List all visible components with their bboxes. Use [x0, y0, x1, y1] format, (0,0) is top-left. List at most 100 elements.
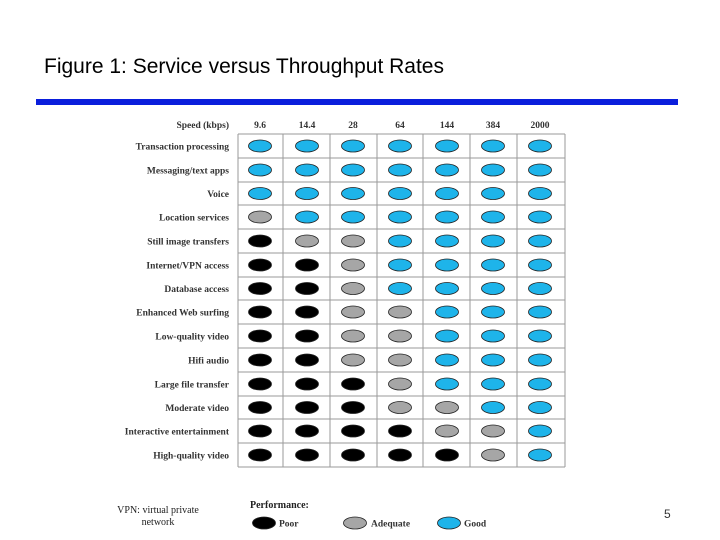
- rating-adequate-marker: [435, 424, 459, 438]
- rating-good-marker: [481, 139, 505, 153]
- speed-label: 2000: [531, 121, 550, 131]
- rating-poor-marker: [295, 305, 319, 319]
- rating-poor-marker: [248, 353, 272, 367]
- service-label: Low-quality video: [155, 333, 229, 343]
- rating-good-marker: [528, 139, 552, 153]
- rating-poor-marker: [295, 377, 319, 391]
- title-accent-bar: [36, 99, 678, 105]
- rating-adequate-marker: [388, 305, 412, 319]
- rating-poor-marker: [248, 282, 272, 295]
- service-label: Interactive entertainment: [125, 428, 230, 438]
- vpn-footnote: VPN: virtual private network: [117, 505, 199, 528]
- rating-poor-marker: [248, 305, 272, 319]
- rating-good-marker: [481, 163, 505, 177]
- rating-poor-marker: [295, 282, 319, 295]
- speed-label: 14.4: [299, 121, 316, 131]
- rating-good-marker: [435, 353, 459, 367]
- service-label: Enhanced Web surfing: [136, 309, 229, 319]
- rating-poor-marker: [248, 258, 272, 272]
- rating-adequate-marker: [481, 424, 505, 438]
- rating-adequate-marker: [295, 234, 319, 248]
- service-label: Database access: [164, 285, 229, 295]
- rating-adequate-marker: [341, 282, 365, 295]
- rating-adequate-marker: [248, 210, 272, 224]
- rating-good-marker: [481, 234, 505, 248]
- rating-good-marker: [528, 353, 552, 367]
- service-label: Messaging/text apps: [147, 167, 229, 177]
- rating-good-marker: [528, 187, 552, 200]
- rating-good-marker: [528, 377, 552, 391]
- rating-poor-marker: [341, 377, 365, 391]
- service-label: Internet/VPN access: [146, 262, 229, 272]
- speed-label: 384: [486, 121, 501, 131]
- rating-good-marker: [481, 187, 505, 200]
- rating-good-marker: [435, 163, 459, 177]
- legend-good-marker: [437, 516, 461, 530]
- rating-good-marker: [295, 139, 319, 153]
- rating-good-marker: [341, 139, 365, 153]
- rating-good-marker: [341, 210, 365, 224]
- rating-good-marker: [435, 329, 459, 343]
- rating-good-marker: [435, 139, 459, 153]
- rating-good-marker: [481, 305, 505, 319]
- service-label: Still image transfers: [147, 238, 229, 248]
- legend-poor-label: Poor: [279, 520, 299, 530]
- service-label: Transaction processing: [136, 143, 230, 153]
- rating-adequate-marker: [481, 448, 505, 462]
- rating-good-marker: [295, 210, 319, 224]
- rating-good-marker: [528, 401, 552, 414]
- rating-good-marker: [528, 329, 552, 343]
- service-label: Hifi audio: [188, 357, 229, 367]
- rating-good-marker: [528, 258, 552, 272]
- speed-label: 9.6: [254, 121, 266, 131]
- rating-good-marker: [295, 187, 319, 200]
- rating-good-marker: [481, 282, 505, 295]
- speed-label: 144: [440, 121, 455, 131]
- legend-good-label: Good: [464, 520, 487, 530]
- rating-poor-marker: [388, 448, 412, 462]
- rating-adequate-marker: [341, 258, 365, 272]
- rating-adequate-marker: [388, 353, 412, 367]
- rating-good-marker: [528, 305, 552, 319]
- rating-good-marker: [435, 234, 459, 248]
- rating-good-marker: [295, 163, 319, 177]
- rating-poor-marker: [435, 448, 459, 462]
- rating-adequate-marker: [388, 377, 412, 391]
- rating-adequate-marker: [341, 234, 365, 248]
- rating-good-marker: [435, 305, 459, 319]
- rating-good-marker: [481, 329, 505, 343]
- rating-good-marker: [528, 448, 552, 462]
- rating-good-marker: [528, 424, 552, 438]
- service-label: High-quality video: [153, 452, 229, 462]
- rating-adequate-marker: [388, 401, 412, 414]
- rating-good-marker: [341, 187, 365, 200]
- rating-good-marker: [388, 234, 412, 248]
- rating-poor-marker: [248, 448, 272, 462]
- rating-poor-marker: [341, 424, 365, 438]
- rating-good-marker: [248, 139, 272, 153]
- speed-label: 64: [395, 121, 405, 131]
- legend-title: Performance:: [250, 500, 309, 511]
- page-number: 5: [664, 507, 671, 521]
- rating-good-marker: [481, 210, 505, 224]
- rating-poor-marker: [341, 448, 365, 462]
- rating-good-marker: [481, 401, 505, 414]
- rating-adequate-marker: [341, 329, 365, 343]
- rating-good-marker: [528, 210, 552, 224]
- rating-poor-marker: [295, 424, 319, 438]
- rating-good-marker: [248, 163, 272, 177]
- rating-good-marker: [248, 187, 272, 200]
- rating-poor-marker: [248, 424, 272, 438]
- rating-good-marker: [481, 353, 505, 367]
- rating-good-marker: [435, 377, 459, 391]
- legend-poor-marker: [252, 516, 276, 530]
- rating-good-marker: [388, 210, 412, 224]
- rating-good-marker: [388, 258, 412, 272]
- rating-adequate-marker: [341, 353, 365, 367]
- rating-good-marker: [435, 210, 459, 224]
- rating-good-marker: [388, 163, 412, 177]
- rating-adequate-marker: [435, 401, 459, 414]
- slide-title: Figure 1: Service versus Throughput Rate…: [44, 55, 444, 78]
- legend-adequate-marker: [343, 516, 367, 530]
- rating-good-marker: [481, 258, 505, 272]
